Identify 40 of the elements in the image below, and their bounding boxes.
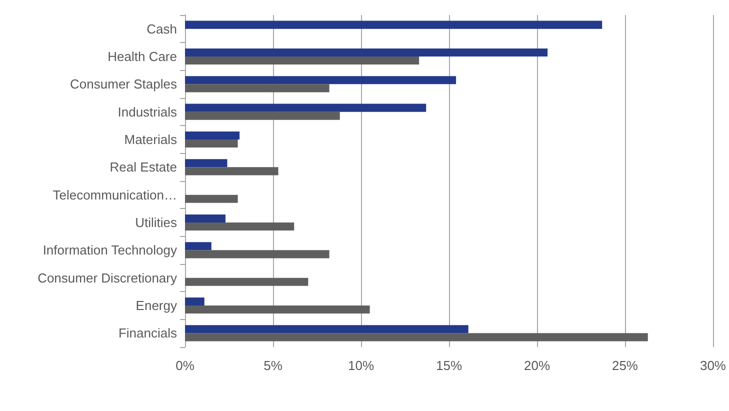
bar: [185, 140, 238, 148]
bar: [185, 242, 212, 250]
y-tick-label: Financials: [118, 326, 178, 341]
bar: [185, 325, 468, 334]
bar: [185, 250, 330, 258]
bar: [185, 159, 228, 168]
y-tick-label: Information Technology: [42, 242, 178, 258]
bar: [185, 76, 456, 84]
y-tick-label: Energy: [136, 298, 178, 313]
y-tick-label: Consumer Staples: [70, 76, 178, 92]
x-tick-label: 20%: [524, 358, 550, 373]
bar: [185, 167, 278, 176]
bar: [185, 48, 548, 56]
bar: [185, 222, 294, 231]
y-tick-label: Utilities: [135, 215, 178, 230]
x-tick-label: 10%: [348, 358, 374, 373]
bar: [185, 278, 308, 286]
bar: [185, 214, 226, 222]
bar: [185, 131, 240, 140]
x-tick-label: 25%: [612, 358, 638, 373]
y-tick-label: Telecommunication…: [52, 187, 177, 202]
bar: [185, 333, 648, 342]
y-tick-label: Materials: [124, 132, 178, 147]
bar: [185, 306, 370, 314]
bar: [185, 297, 204, 306]
y-tick-label: Industrials: [118, 104, 178, 120]
x-tick-label: 5%: [264, 358, 283, 373]
bar: [185, 84, 330, 92]
bar: [185, 104, 426, 112]
bar: [185, 194, 238, 203]
x-tick-label: 0%: [176, 358, 195, 373]
bar: [185, 112, 340, 120]
bar: [185, 56, 420, 65]
x-tick-label: 30%: [700, 358, 726, 373]
bar: [185, 20, 602, 29]
y-tick-label: Cash: [146, 21, 177, 36]
y-tick-label: Real Estate: [110, 160, 177, 175]
y-tick-label: Health Care: [108, 49, 177, 64]
y-tick-label: Consumer Discretionary: [38, 270, 178, 286]
x-tick-label: 15%: [436, 358, 462, 373]
